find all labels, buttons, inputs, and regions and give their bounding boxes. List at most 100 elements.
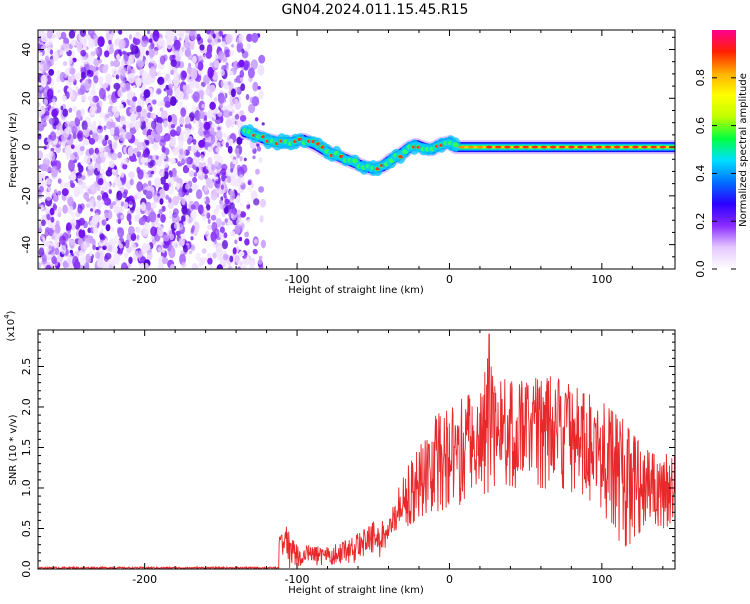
noise-speckle (160, 110, 168, 120)
noise-speckle (259, 215, 264, 223)
noise-speckle (139, 92, 144, 99)
noise-speckle (38, 228, 43, 233)
noise-speckle (95, 157, 103, 164)
noise-speckle (52, 101, 56, 107)
noise-speckle (99, 248, 103, 254)
track-peak (613, 145, 621, 149)
noise-speckle (157, 247, 162, 252)
noise-speckle (167, 247, 172, 252)
noise-speckle (81, 225, 85, 231)
spectrogram-x-tick-label: -100 (285, 273, 310, 286)
noise-speckle (165, 157, 170, 163)
noise-speckle (80, 49, 87, 57)
noise-speckle (212, 131, 217, 137)
noise-speckle (46, 248, 50, 253)
noise-speckle (190, 144, 198, 153)
noise-speckle (128, 34, 133, 40)
noise-speckle (99, 111, 104, 119)
noise-speckle (89, 198, 97, 209)
noise-speckle (141, 50, 146, 56)
noise-speckle (248, 258, 256, 267)
noise-speckle (38, 171, 43, 183)
noise-speckle (179, 116, 185, 125)
noise-speckle (115, 74, 120, 80)
noise-speckle (216, 264, 224, 269)
noise-speckle (209, 101, 216, 110)
noise-speckle (189, 216, 196, 223)
noise-speckle (130, 113, 137, 123)
noise-speckle (240, 164, 248, 174)
noise-speckle (93, 75, 99, 84)
noise-speckle (159, 139, 167, 147)
track-peak (659, 145, 666, 149)
noise-speckle (59, 71, 66, 83)
noise-speckle (216, 218, 220, 223)
track-peak (641, 145, 648, 149)
colorbar-tick-label: 0.2 (694, 212, 707, 230)
snr-scale-label: (x104) (3, 310, 17, 341)
noise-speckle (208, 34, 213, 41)
noise-speckle (167, 115, 172, 123)
spectrogram-y-tick-label: -20 (20, 187, 33, 205)
noise-speckle (100, 168, 105, 176)
noise-speckle (150, 170, 155, 175)
noise-speckle (56, 129, 62, 136)
noise-speckle (76, 172, 83, 179)
snr-scale-prefix: (x10 (6, 319, 17, 342)
noise-speckle (124, 239, 130, 249)
noise-speckle (205, 30, 212, 35)
noise-speckle (209, 84, 216, 93)
noise-speckle (239, 77, 244, 82)
figure-title: GN04.2024.011.15.45.R15 (282, 2, 469, 18)
noise-speckle (236, 136, 243, 145)
noise-speckle (156, 225, 164, 237)
noise-speckle (221, 174, 226, 182)
noise-speckle (189, 43, 195, 50)
track-peak (632, 145, 639, 149)
noise-speckle (188, 78, 196, 89)
track-peak (495, 145, 502, 149)
noise-speckle (112, 182, 116, 188)
noise-speckle (157, 192, 160, 197)
track-peak (604, 145, 612, 149)
noise-speckle (134, 214, 141, 222)
noise-speckle (127, 226, 135, 236)
noise-speckle (198, 139, 206, 148)
noise-speckle (87, 122, 92, 127)
noise-speckle (70, 153, 75, 161)
noise-speckle (62, 204, 68, 214)
noise-speckle (173, 70, 180, 81)
noise-speckle (43, 145, 47, 150)
noise-speckle (114, 166, 117, 170)
noise-speckle (45, 192, 52, 201)
noise-speckle (87, 161, 94, 170)
noise-speckle (40, 116, 47, 123)
noise-speckle (127, 195, 135, 205)
noise-speckle (180, 107, 187, 118)
noise-speckle (178, 37, 182, 41)
noise-speckle (211, 221, 218, 232)
noise-speckle (113, 82, 121, 90)
noise-speckle (234, 113, 240, 120)
noise-speckle (50, 216, 55, 223)
noise-speckle (43, 98, 48, 106)
noise-speckle (57, 89, 61, 93)
noise-speckle (41, 241, 48, 248)
noise-speckle (90, 30, 93, 34)
track-peak (485, 145, 493, 149)
noise-speckle (145, 190, 153, 200)
noise-speckle (230, 213, 235, 219)
noise-speckle (197, 61, 204, 71)
track-peak (549, 145, 557, 149)
noise-speckle (82, 138, 90, 146)
noise-speckle (119, 103, 124, 110)
noise-speckle (214, 179, 221, 189)
noise-speckle (157, 37, 164, 47)
noise-speckle (181, 262, 187, 268)
track-peak (476, 145, 484, 149)
noise-speckle (110, 60, 114, 67)
noise-speckle (201, 104, 206, 109)
noise-speckle (131, 243, 137, 252)
